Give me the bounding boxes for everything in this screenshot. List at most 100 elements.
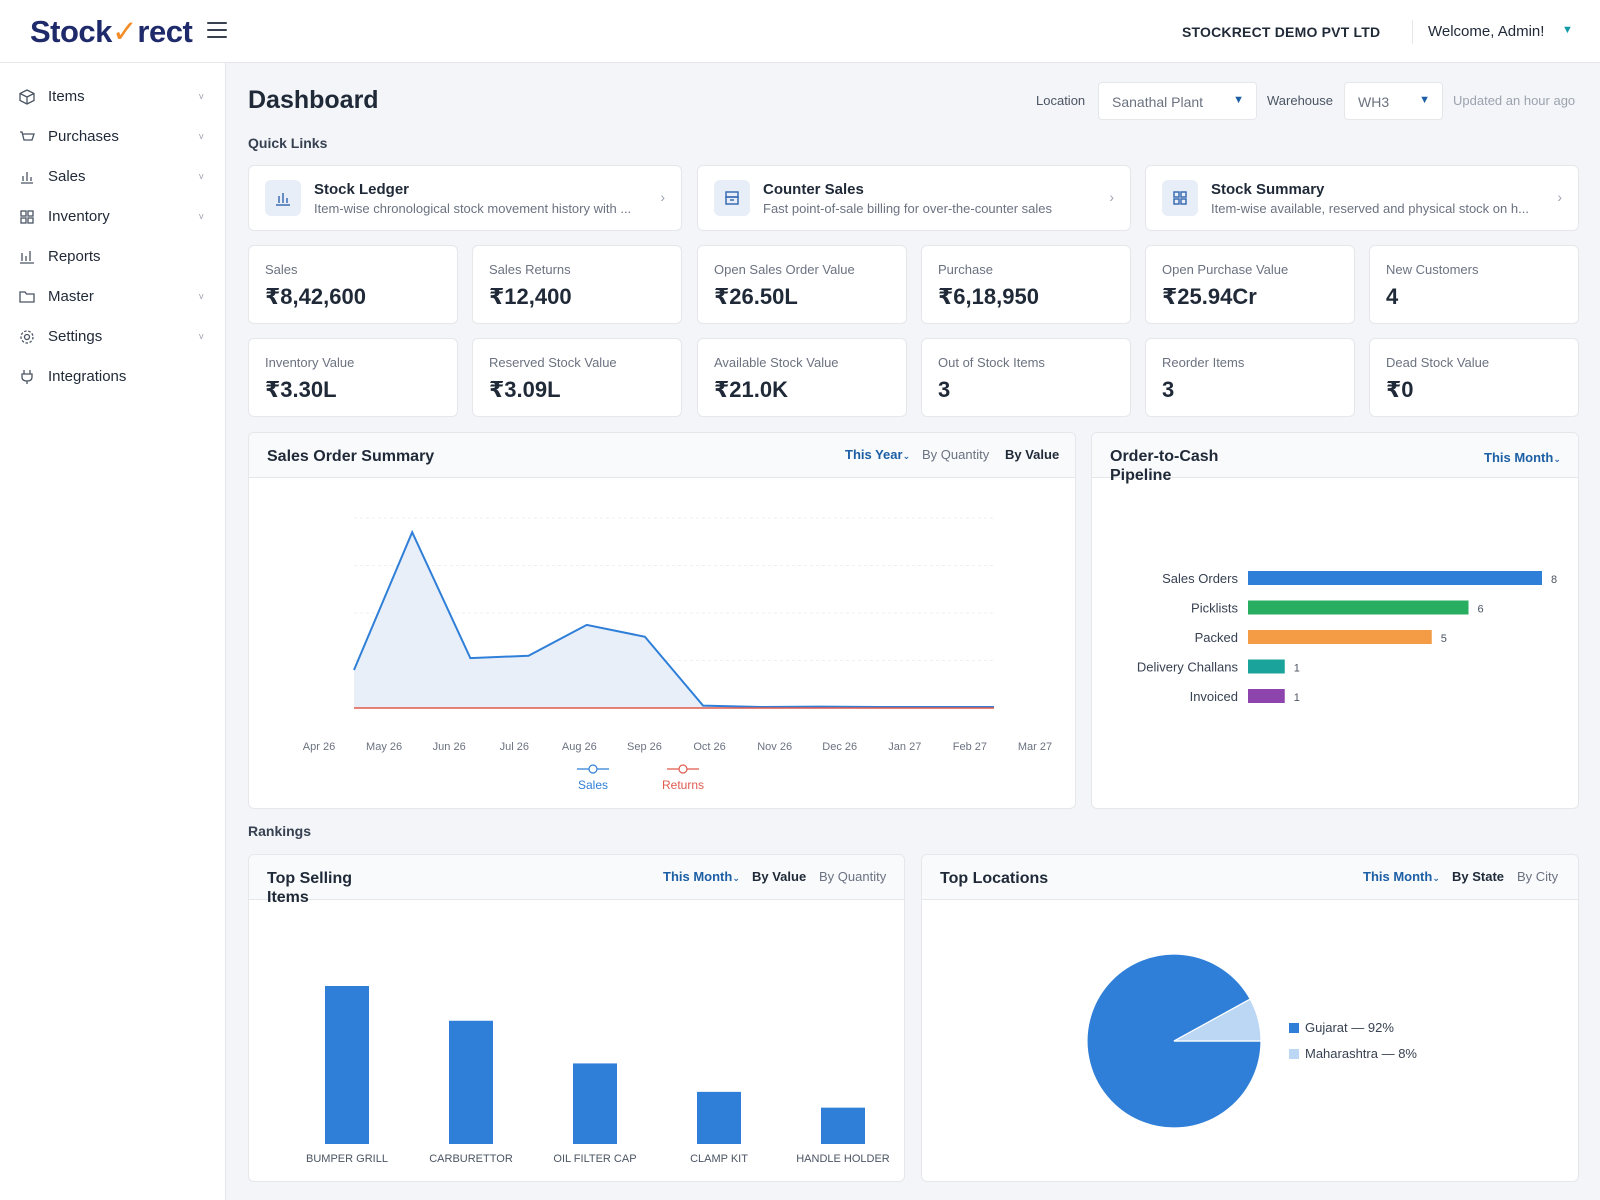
plug-icon	[21, 370, 33, 384]
top-locations-pie-chart: Gujarat — 92% Maharashtra — 8%	[1086, 953, 1417, 1129]
period-dropdown[interactable]: This Month⌄	[663, 869, 740, 884]
x-tick-label: Dec 26	[822, 741, 857, 753]
user-menu[interactable]: Welcome, Admin!	[1428, 23, 1545, 40]
x-tick-label: Oct 26	[693, 741, 725, 753]
panel-header: Order-to-Cash Pipeline This Month⌄	[1092, 433, 1578, 484]
chevron-right-icon: ›	[1109, 189, 1114, 205]
bar-category-label: Packed	[1195, 630, 1238, 645]
order-to-cash-panel: Order-to-Cash Pipeline This Month⌄ Sales…	[1091, 432, 1579, 809]
sidebar-item-master[interactable]: Master v	[0, 279, 226, 315]
kpi-card-reserved-stock-value: Reserved Stock Value ₹3.09L	[472, 338, 682, 417]
chevron-down-icon: v	[199, 331, 204, 341]
tab-by-quantity[interactable]: By Quantity	[922, 447, 990, 462]
chevron-down-icon: v	[199, 291, 204, 301]
kpi-card-new-customers: New Customers 4	[1369, 245, 1579, 324]
menu-toggle-icon[interactable]	[207, 22, 227, 38]
item-bar	[697, 1091, 741, 1144]
pipeline-bar	[1248, 659, 1285, 674]
quick-link-title: Stock Ledger	[314, 181, 410, 198]
kpi-label: Reserved Stock Value	[489, 355, 617, 370]
quick-link-stock-summary[interactable]: Stock Summary Item-wise available, reser…	[1145, 165, 1579, 231]
bar-value-label: 8	[1551, 574, 1557, 586]
sidebar-item-reports[interactable]: Reports	[0, 239, 226, 275]
pipeline-bar	[1248, 689, 1285, 703]
x-tick-label: Aug 26	[562, 741, 597, 753]
period-dropdown[interactable]: This Year⌄	[845, 447, 910, 462]
sales-area	[354, 532, 994, 708]
top-bar: Stock✓rect STOCKRECT DEMO PVT LTD Welcom…	[0, 0, 1600, 63]
top-items-bar-chart: BUMPER GRILL CARBURETTOR OIL FILTER CAP CLA…	[306, 986, 890, 1165]
chevron-down-icon: ⌄	[732, 873, 740, 883]
stockrect-logo[interactable]: Stock✓rect	[30, 14, 193, 49]
sidebar-item-sales[interactable]: Sales v	[0, 159, 226, 195]
x-tick-label: May 26	[366, 741, 402, 753]
quick-link-counter-sales[interactable]: Counter Sales Fast point-of-sale billing…	[697, 165, 1131, 231]
folder-icon	[19, 291, 35, 303]
kpi-value: ₹21.0K	[714, 377, 789, 402]
kpi-value: ₹3.09L	[489, 377, 561, 402]
company-name: STOCKRECT DEMO PVT LTD	[1182, 24, 1381, 40]
quick-link-stock-ledger[interactable]: Stock Ledger Item-wise chronological sto…	[248, 165, 682, 231]
quick-link-desc: Item-wise chronological stock movement h…	[314, 201, 632, 216]
sidebar-item-label: Items	[48, 88, 85, 105]
kpi-value: ₹8,42,600	[265, 284, 366, 309]
x-tick-label: Jan 27	[888, 741, 921, 753]
legend-swatch	[1289, 1049, 1299, 1059]
x-tick-label: Jul 26	[500, 741, 529, 753]
panel-header: Top Locations This Month⌄ By State By Ci…	[922, 855, 1578, 900]
quick-link-title: Stock Summary	[1211, 181, 1325, 198]
sidebar-item-items[interactable]: Items v	[0, 79, 226, 115]
chevron-down-icon[interactable]: ▼	[1562, 24, 1573, 36]
bar-category-label: Picklists	[1191, 601, 1238, 616]
sidebar-item-purchases[interactable]: Purchases v	[0, 119, 226, 155]
tab-by-city[interactable]: By City	[1517, 869, 1559, 884]
period-dropdown[interactable]: This Month⌄	[1363, 869, 1440, 884]
tab-by-quantity[interactable]: By Quantity	[819, 869, 887, 884]
location-select[interactable]: Sanathal Plant ▼	[1098, 82, 1257, 120]
sales-order-summary-panel: Sales Order Summary This Year⌄ By Quanti…	[248, 432, 1076, 809]
tab-by-value[interactable]: By Value	[1005, 447, 1060, 462]
cube-icon	[19, 89, 35, 105]
sidebar-item-label: Purchases	[48, 128, 119, 145]
bar-value-label: 5	[1441, 633, 1447, 645]
panel-title: Top Locations	[940, 870, 1049, 887]
chevron-down-icon: ⌄	[1432, 873, 1440, 883]
sidebar-item-label: Settings	[48, 328, 103, 345]
chevron-down-icon: ⌄	[902, 451, 911, 461]
quick-link-desc: Fast point-of-sale billing for over-the-…	[763, 201, 1053, 216]
tab-by-state[interactable]: By State	[1452, 869, 1505, 884]
bar-category-label: OIL FILTER CAP	[553, 1153, 636, 1165]
sidebar-item-inventory[interactable]: Inventory v	[0, 199, 226, 235]
kpi-value: ₹6,18,950	[938, 284, 1039, 309]
pipeline-bar	[1248, 600, 1469, 615]
tab-by-value[interactable]: By Value	[752, 869, 807, 884]
kpi-value: ₹26.50L	[714, 284, 798, 309]
legend-swatch	[1289, 1023, 1299, 1033]
bar-value-label: 1	[1294, 692, 1300, 704]
period-dropdown[interactable]: This Month⌄	[1484, 450, 1561, 465]
legend-label: Sales	[578, 778, 608, 792]
warehouse-value: WH3	[1358, 94, 1390, 110]
period-label: This Year	[845, 447, 903, 462]
ledger-chart-icon	[265, 180, 301, 216]
bar-value-label: 1	[1294, 663, 1300, 675]
cart-icon	[20, 131, 35, 141]
x-tick-label: Mar 27	[1018, 741, 1052, 753]
chevron-down-icon: v	[199, 171, 204, 181]
warehouse-select[interactable]: WH3 ▼	[1344, 82, 1443, 120]
sidebar-item-integrations[interactable]: Integrations	[0, 359, 226, 395]
bar-chart-icon	[21, 172, 33, 184]
kpi-card-sales-returns: Sales Returns ₹12,400	[472, 245, 682, 324]
sidebar-item-settings[interactable]: Settings v	[0, 319, 226, 355]
kpi-label: Open Sales Order Value	[714, 262, 855, 277]
item-bar	[573, 1063, 617, 1144]
kpi-label: Out of Stock Items	[938, 355, 1045, 370]
sidebar: Items v Purchases v Sales v Inventory v …	[0, 63, 226, 1200]
chevron-down-icon: ▼	[1233, 94, 1244, 106]
kpi-label: Sales	[265, 262, 298, 277]
kpi-label: Sales Returns	[489, 262, 571, 277]
rankings-heading: Rankings	[248, 823, 312, 839]
kpi-label: Available Stock Value	[714, 355, 839, 370]
kpi-card-inventory-value: Inventory Value ₹3.30L	[248, 338, 458, 417]
legend-marker	[678, 764, 688, 774]
